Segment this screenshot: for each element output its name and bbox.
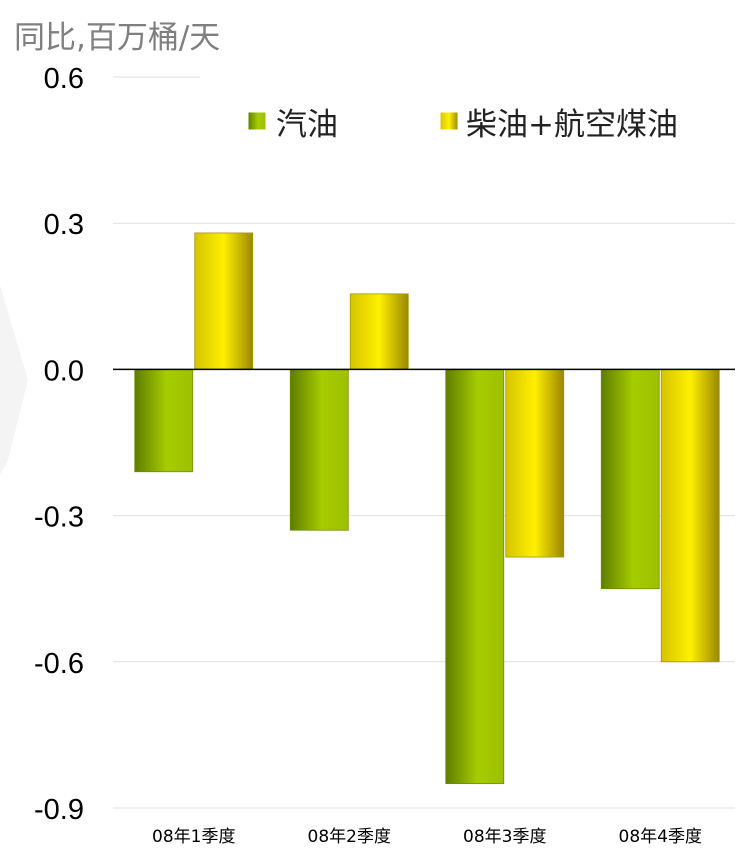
y-tick-label: -0.9 — [34, 794, 84, 826]
background-chevron-shape — [0, 285, 28, 475]
bar-diesel-jet — [349, 293, 409, 370]
y-tick-label: 0.3 — [44, 209, 84, 241]
x-axis-category-labels: 08年1季度 08年2季度 08年3季度 08年4季度 — [152, 827, 702, 847]
legend-swatch-diesel-jet — [439, 111, 459, 131]
legend-label-diesel-jet: 柴油+航空煤油 — [466, 107, 678, 143]
bar-diesel-jet — [194, 232, 254, 370]
y-tick-label: 0.0 — [44, 355, 84, 387]
y-axis-ticks: 0.6 0.3 0.0 -0.3 -0.6 -0.9 — [34, 63, 84, 826]
bar-gasoline — [289, 368, 349, 531]
bar-gasoline — [134, 368, 194, 473]
x-category-label: 08年3季度 — [463, 827, 546, 847]
x-category-label: 08年1季度 — [152, 827, 235, 847]
gridlines — [113, 76, 735, 809]
bar-diesel-jet — [660, 368, 720, 663]
legend-swatch-gasoline — [247, 111, 267, 131]
bars — [134, 232, 720, 785]
bar-diesel-jet — [505, 368, 565, 558]
legend-label-gasoline: 汽油 — [276, 107, 338, 143]
bar-gasoline — [600, 368, 660, 590]
x-category-label: 08年4季度 — [619, 827, 702, 847]
x-category-label: 08年2季度 — [308, 827, 391, 847]
legend: 汽油 柴油+航空煤油 — [247, 107, 678, 143]
y-axis-unit-label: 同比,百万桶/天 — [14, 20, 220, 56]
y-tick-label: 0.6 — [44, 63, 84, 95]
y-tick-label: -0.6 — [34, 648, 84, 680]
bar-gasoline — [445, 368, 505, 785]
y-tick-label: -0.3 — [34, 502, 84, 534]
